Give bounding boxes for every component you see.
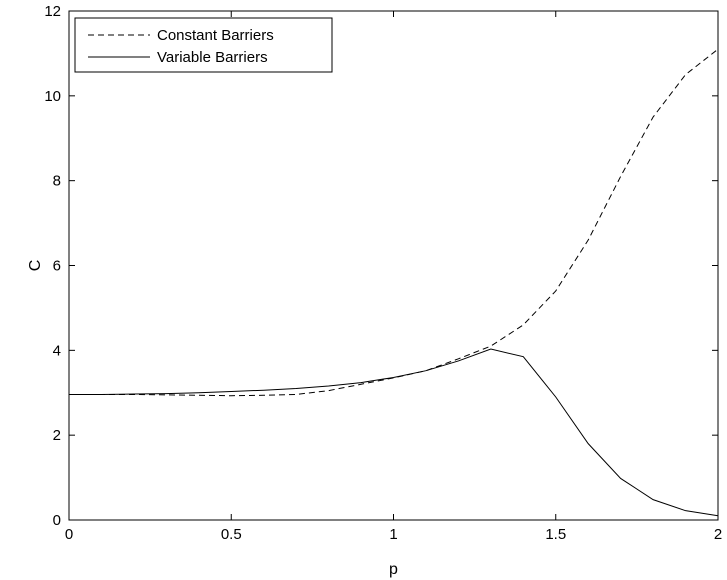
y-tick-label: 12 [44, 3, 61, 20]
legend-label-variable-barriers: Variable Barriers [157, 49, 268, 66]
series-line-variable-barriers [69, 348, 719, 517]
y-tick-label: 0 [53, 512, 61, 529]
legend-label-constant-barriers: Constant Barriers [157, 27, 274, 44]
x-tick-label: 0.5 [221, 526, 242, 543]
y-tick-label: 6 [53, 258, 61, 275]
x-tick-label: 1.5 [545, 526, 566, 543]
y-tick-label: 10 [44, 88, 61, 105]
x-tick-label: 2 [714, 526, 722, 543]
y-tick-label: 8 [53, 173, 61, 190]
plot-area: 0 0.5 1 1.5 2 0 2 4 6 8 10 12 [44, 3, 722, 543]
y-axis-label: C [27, 260, 44, 272]
x-tick-label: 0 [65, 526, 73, 543]
tick-layer: 0 0.5 1 1.5 2 0 2 4 6 8 10 12 [44, 3, 722, 543]
legend-box [74, 17, 333, 73]
y-tick-label: 2 [53, 427, 61, 444]
legend: Constant Barriers Variable Barriers [74, 17, 333, 73]
series-layer [69, 48, 719, 517]
x-tick-label: 1 [389, 526, 397, 543]
plot-frame [68, 10, 719, 521]
x-axis-label: p [389, 561, 398, 578]
y-tick-label: 4 [53, 342, 61, 359]
